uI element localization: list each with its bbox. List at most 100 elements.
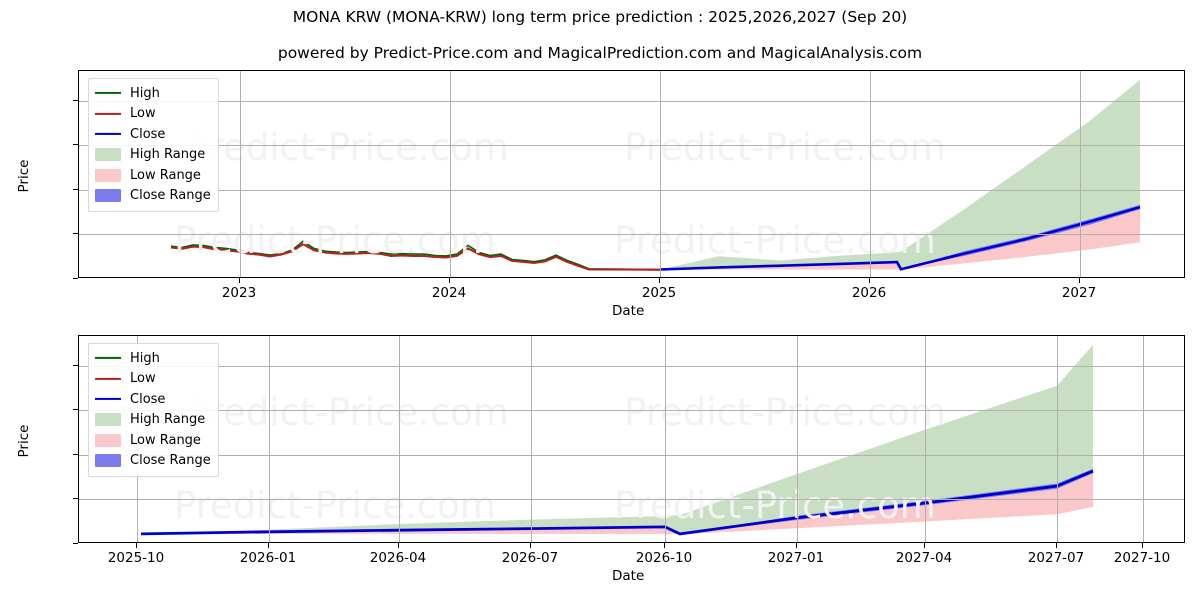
bottom-xtickmark-3 <box>530 543 531 548</box>
legend-label: Low Range <box>130 432 201 448</box>
legend-row-low-range: Low Range <box>95 430 211 451</box>
high-range-band <box>660 79 1140 270</box>
bottom-xtickmark-2 <box>398 543 399 548</box>
legend-row-low-range: Low Range <box>95 165 211 186</box>
gridline-x-2026-07 <box>531 336 532 542</box>
bottom-y-axis-label: Price <box>16 424 32 458</box>
gridline-x-2026 <box>870 71 871 277</box>
gridline-y-4000 <box>79 366 1184 367</box>
legend-label: High Range <box>130 147 206 163</box>
gridline-y-1000 <box>79 234 1184 235</box>
bottom-xtick-1: 2026-01 <box>239 550 297 566</box>
top-ytickmark-0 <box>73 278 78 279</box>
legend-row-high-range: High Range <box>95 145 211 166</box>
bottom-chart-svg <box>140 344 1094 536</box>
gridline-y-1000 <box>79 499 1184 500</box>
gridline-y-3000 <box>79 145 1184 146</box>
gridline-x-2027 <box>1080 71 1081 277</box>
history-high-line <box>170 240 661 271</box>
legend-swatch-low-range-icon <box>95 433 121 447</box>
top-ytickmark-3000 <box>73 144 78 145</box>
bottom-ytickmark-2000 <box>73 454 78 455</box>
bottom-ytickmark-4000 <box>73 365 78 366</box>
legend-label: Close <box>130 391 166 407</box>
legend-row-low: Low <box>95 369 211 390</box>
top-xtick-2027: 2027 <box>1061 285 1097 301</box>
bottom-plot-area: Predict-Price.com Predict-Price.com Pred… <box>78 335 1185 543</box>
top-xtick-2024: 2024 <box>431 285 467 301</box>
bottom-xtick-2: 2026-04 <box>369 550 427 566</box>
legend-row-close: Close <box>95 124 211 145</box>
top-xtickmark-2026 <box>869 278 870 283</box>
gridline-x-2025 <box>660 71 661 277</box>
gridline-x-2027-10 <box>1143 336 1144 542</box>
legend-swatch-low-icon <box>95 372 121 385</box>
page-subtitle: powered by Predict-Price.com and Magical… <box>277 44 923 62</box>
bottom-xtickmark-7 <box>1056 543 1057 548</box>
legend-row-close-range: Close Range <box>95 186 211 207</box>
top-legend: High Low Close High Range Low Range Close Ran… <box>88 78 219 212</box>
top-xtick-2026: 2026 <box>851 285 887 301</box>
bottom-legend: High Low Close High Range Low Range Close Ran… <box>88 343 219 477</box>
gridline-x-2027-04 <box>925 336 926 542</box>
low-range-band <box>141 470 1093 535</box>
gridline-y-4000 <box>79 101 1184 102</box>
top-x-axis-label: Date <box>612 303 645 319</box>
bottom-xtick-7: 2027-07 <box>1027 550 1085 566</box>
legend-swatch-low-range-icon <box>95 168 121 182</box>
forecast-close-line <box>140 469 1094 536</box>
legend-label: Low Range <box>130 167 201 183</box>
top-xtickmark-2027 <box>1079 278 1080 283</box>
top-ytickmark-2000 <box>73 189 78 190</box>
watermark-bottom-left: Predict-Price.com <box>174 219 496 262</box>
bottom-ytickmark-1000 <box>73 498 78 499</box>
legend-swatch-high-icon <box>95 87 121 100</box>
legend-label: High <box>130 85 160 101</box>
bottom-xtickmark-8 <box>1142 543 1143 548</box>
bottom-xtickmark-0 <box>136 543 137 548</box>
bottom-xtickmark-6 <box>924 543 925 548</box>
bottom-xtick-6: 2027-04 <box>895 550 953 566</box>
legend-row-high: High <box>95 83 211 104</box>
bottom-ytickmark-0 <box>73 543 78 544</box>
watermark-bottom-right: Predict-Price.com <box>614 484 936 527</box>
gridline-x-2027-01 <box>797 336 798 542</box>
legend-swatch-close-range-icon <box>95 454 121 468</box>
top-xtickmark-2023 <box>239 278 240 283</box>
legend-swatch-close-icon <box>95 393 121 406</box>
top-xtickmark-2024 <box>449 278 450 283</box>
legend-label: Low <box>130 371 156 387</box>
legend-row-low: Low <box>95 104 211 125</box>
legend-label: High Range <box>130 412 206 428</box>
legend-swatch-high-range-icon <box>95 413 121 427</box>
bottom-xtick-4: 2026-10 <box>635 550 693 566</box>
legend-row-high: High <box>95 348 211 369</box>
watermark-bottom-right: Predict-Price.com <box>614 219 936 262</box>
legend-swatch-high-icon <box>95 352 121 365</box>
gridline-x-2023 <box>240 71 241 277</box>
high-range-band <box>141 344 1093 535</box>
low-range-band <box>660 206 1140 270</box>
watermark-bottom-left: Predict-Price.com <box>174 484 496 527</box>
legend-label: Close Range <box>130 453 211 469</box>
top-y-axis-label: Price <box>16 159 32 193</box>
watermark-top-left: Predict-Price.com <box>187 391 509 434</box>
page-title: MONA KRW (MONA-KRW) long term price pred… <box>292 8 908 26</box>
bottom-ytickmark-3000 <box>73 409 78 410</box>
legend-swatch-close-range-icon <box>95 189 121 203</box>
legend-label: Close <box>130 126 166 142</box>
legend-label: Low <box>130 106 156 122</box>
bottom-xtick-8: 2027-10 <box>1113 550 1171 566</box>
legend-label: Close Range <box>130 188 211 204</box>
gridline-x-2027-07 <box>1057 336 1058 542</box>
bottom-xtick-5: 2027-01 <box>767 550 825 566</box>
history-low-line <box>170 242 661 271</box>
watermark-top-right: Predict-Price.com <box>624 126 946 169</box>
legend-row-close: Close <box>95 389 211 410</box>
bottom-xtickmark-1 <box>268 543 269 548</box>
watermark-top-right: Predict-Price.com <box>624 391 946 434</box>
gridline-x-2026-10 <box>665 336 666 542</box>
bottom-xtick-3: 2026-07 <box>501 550 559 566</box>
legend-label: High <box>130 350 160 366</box>
